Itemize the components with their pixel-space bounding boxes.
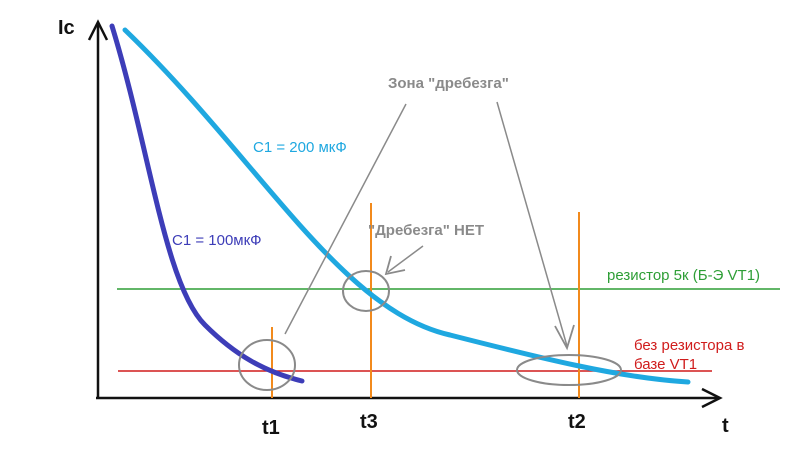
tick-label-t2: t2 (568, 411, 586, 433)
x-axis-arrow (701, 387, 723, 409)
annotation-bounce-zone: Зона "дребезга" (388, 75, 509, 92)
tick-label-t1: t1 (262, 417, 280, 439)
pointer-line-bounce-t1 (284, 103, 407, 335)
pointer-arrowhead-bounce-t2 (554, 324, 575, 351)
no-bounce-ellipse-t3 (342, 270, 390, 312)
pointer-arrowhead-no-bounce (384, 255, 406, 276)
pointer-line-bounce-t2 (496, 101, 568, 347)
threshold-label-no-resistor-line1: без резистора в (634, 337, 744, 354)
bounce-ellipse-t1 (238, 339, 296, 391)
x-axis-label: t (722, 415, 729, 437)
y-axis-label: Ic (58, 17, 75, 39)
series-line-c1-200 (122, 27, 691, 385)
series-line-c1-100 (109, 23, 305, 384)
threshold-label-resistor: резистор 5к (Б-Э VT1) (607, 267, 760, 284)
y-axis-arrow (87, 19, 109, 41)
bounce-ellipse-t2 (516, 354, 622, 386)
threshold-label-no-resistor-line2: базе VT1 (634, 356, 697, 373)
annotation-no-bounce: "Дребезга" НЕТ (368, 222, 484, 239)
series-label-c1-200: C1 = 200 мкФ (253, 139, 347, 156)
tick-label-t3: t3 (360, 411, 378, 433)
series-label-c1-100: C1 = 100мкФ (172, 232, 262, 249)
pointer-line-no-bounce (387, 245, 424, 273)
